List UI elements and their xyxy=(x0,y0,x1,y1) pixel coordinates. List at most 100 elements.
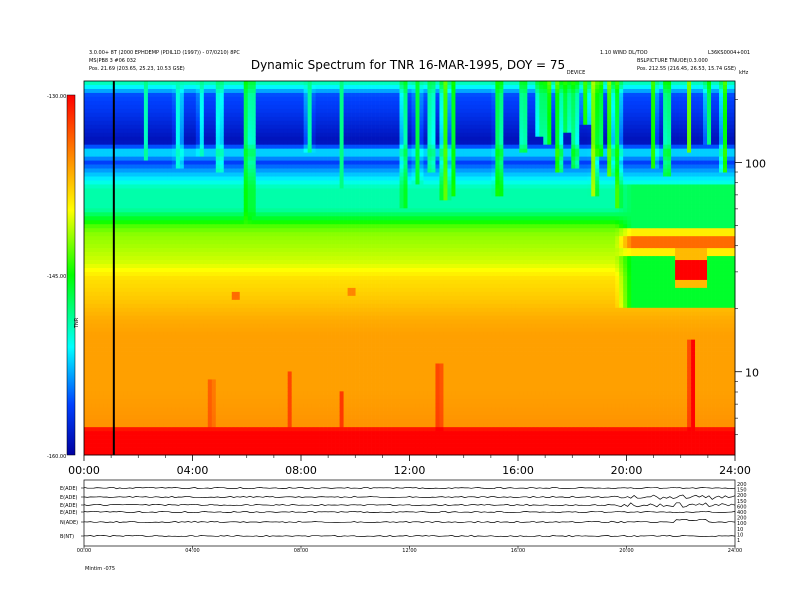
heatmap-cell xyxy=(259,128,265,134)
heatmap-cell xyxy=(119,279,125,285)
heatmap-cell xyxy=(259,371,265,376)
heatmap-cell xyxy=(239,319,245,325)
heatmap-cell xyxy=(159,435,165,440)
heatmap-cell xyxy=(123,112,129,118)
heatmap-cell xyxy=(251,196,257,201)
heatmap-cell xyxy=(211,124,217,130)
heatmap-cell xyxy=(95,315,101,321)
heatmap-cell xyxy=(267,415,273,420)
heatmap-cell xyxy=(143,447,149,452)
heatmap-cell xyxy=(155,419,161,424)
heatmap-cell xyxy=(283,319,289,325)
heatmap-cell xyxy=(255,379,261,384)
heatmap-cell xyxy=(171,148,177,153)
heatmap-cell xyxy=(199,291,205,297)
heatmap-cell xyxy=(91,407,97,412)
heatmap-cell xyxy=(147,443,153,448)
heatmap-cell xyxy=(175,335,181,340)
heatmap-cell xyxy=(259,407,265,412)
heatmap-cell xyxy=(187,371,193,376)
heatmap-cell xyxy=(195,136,201,142)
heatmap-cell xyxy=(283,140,289,146)
heatmap-cell xyxy=(187,311,193,317)
heatmap-cell xyxy=(127,176,133,181)
heatmap-cell xyxy=(207,160,213,165)
heatmap-cell xyxy=(283,264,289,269)
heatmap-cell xyxy=(151,184,157,189)
heatmap-cell xyxy=(203,264,209,269)
heatmap-cell xyxy=(231,451,237,456)
heatmap-cell xyxy=(275,303,281,309)
heatmap-cell xyxy=(127,120,133,126)
heatmap-cell xyxy=(255,200,261,205)
heatmap-cell xyxy=(171,303,177,309)
heatmap-cell xyxy=(227,196,233,201)
heatmap-cell xyxy=(267,248,273,253)
heatmap-cell xyxy=(84,399,89,404)
heatmap-cell xyxy=(255,315,261,321)
heatmap-cell xyxy=(135,164,141,169)
heatmap-cell xyxy=(163,415,169,420)
heatmap-cell xyxy=(167,391,173,396)
heatmap-cell xyxy=(211,319,217,325)
heatmap-cell xyxy=(215,220,221,225)
heatmap-cell xyxy=(175,447,181,452)
heatmap-cell xyxy=(139,407,145,412)
heatmap-cell xyxy=(255,391,261,396)
heatmap-cell xyxy=(119,443,125,448)
heatmap-cell xyxy=(179,411,185,416)
heatmap-cell xyxy=(175,248,181,253)
heatmap-cell xyxy=(283,427,289,432)
heatmap-cell xyxy=(203,188,209,193)
heatmap-cell xyxy=(159,144,165,149)
heatmap-cell xyxy=(155,220,161,225)
heatmap-cell xyxy=(215,319,221,325)
heatmap-cell xyxy=(163,268,169,273)
heatmap-cell xyxy=(179,144,185,149)
heatmap-cell xyxy=(291,220,297,225)
heatmap-cell xyxy=(291,248,297,253)
heatmap-cell xyxy=(231,212,237,217)
heatmap-cell xyxy=(143,311,149,317)
heatmap-cell xyxy=(95,331,101,336)
heatmap-cell xyxy=(271,431,277,436)
heatmap-cell xyxy=(287,327,293,333)
heatmap-cell xyxy=(279,327,285,333)
heatmap-cell xyxy=(291,339,297,344)
heatmap-cell xyxy=(239,291,245,297)
heatmap-cell xyxy=(239,268,245,273)
heatmap-cell xyxy=(139,112,145,118)
heatmap-cell xyxy=(203,395,209,400)
heatmap-cell xyxy=(123,132,129,138)
heatmap-cell xyxy=(87,248,93,253)
heatmap-cell xyxy=(155,88,161,94)
heatmap-cell xyxy=(191,411,197,416)
heatmap-cell xyxy=(243,419,249,424)
heatmap-cell xyxy=(151,287,157,293)
heatmap-cell xyxy=(84,124,89,130)
heatmap-cell xyxy=(263,287,269,293)
heatmap-cell xyxy=(259,391,265,396)
heatmap-cell xyxy=(215,339,221,344)
heatmap-cell xyxy=(187,347,193,352)
heatmap-cell xyxy=(235,359,241,364)
heatmap-cell xyxy=(243,84,249,90)
heatmap-cell xyxy=(167,351,173,356)
heatmap-cell xyxy=(263,104,269,110)
heatmap-cell xyxy=(115,192,121,197)
heatmap-cell xyxy=(119,124,125,130)
heatmap-cell xyxy=(87,96,93,102)
heatmap-cell xyxy=(167,268,173,273)
heatmap-cell xyxy=(135,116,141,122)
heatmap-cell xyxy=(179,252,185,257)
heatmap-cell xyxy=(227,236,233,241)
heatmap-cell xyxy=(291,96,297,102)
heatmap-cell xyxy=(259,252,265,257)
heatmap-cell xyxy=(131,256,137,261)
heatmap-cell xyxy=(163,172,169,177)
heatmap-cell xyxy=(119,196,125,201)
heatmap-cell xyxy=(103,323,109,329)
heatmap-cell xyxy=(211,355,217,360)
heatmap-cell xyxy=(143,128,149,134)
heatmap-cell xyxy=(147,419,153,424)
